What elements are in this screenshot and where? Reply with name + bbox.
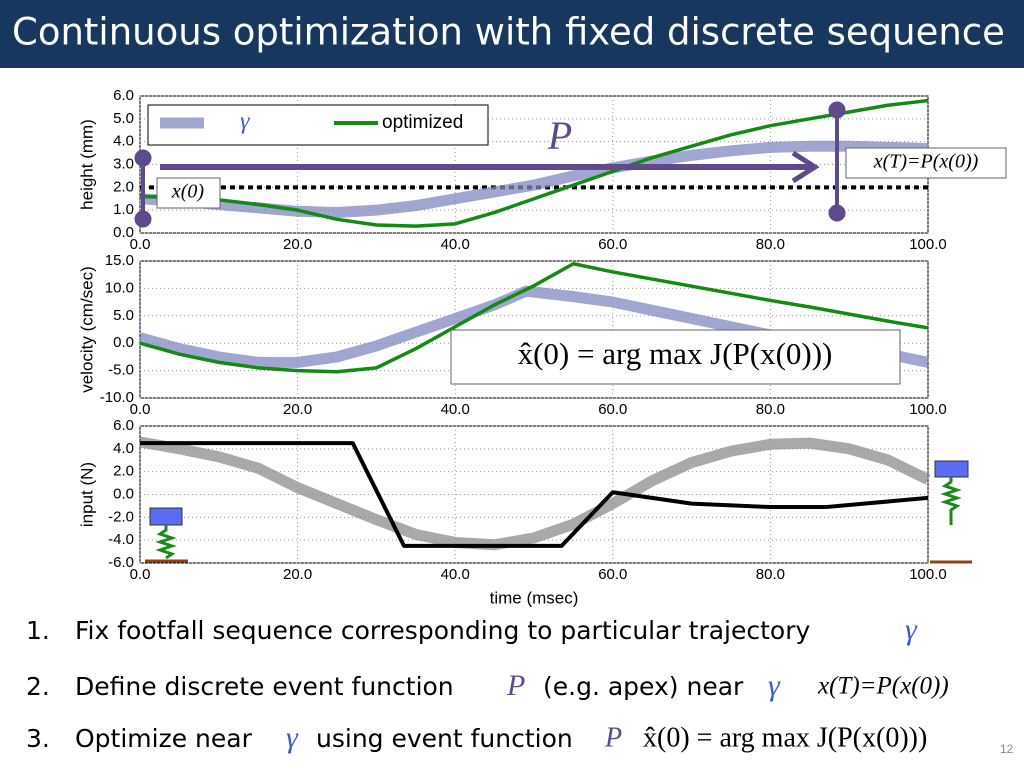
item-text: Fix footfall sequence corresponding to p… xyxy=(75,616,811,645)
legend xyxy=(147,104,489,146)
y-tick-label: 2.0 xyxy=(113,178,134,195)
item-symbol: P xyxy=(506,669,525,702)
y-tick-label: -6.0 xyxy=(108,554,134,571)
y-tick-label: -2.0 xyxy=(108,508,134,525)
y-tick-label: 10.0 xyxy=(105,279,134,296)
legend-label: γ xyxy=(240,109,250,135)
x-tick-label: 20.0 xyxy=(283,401,312,418)
y-tick-label: 0.0 xyxy=(113,224,134,241)
arrow-head xyxy=(791,150,820,184)
y-tick-label: 5.0 xyxy=(113,307,134,324)
y-axis-label: height (mm) xyxy=(77,119,96,210)
annotation-xt: x(T)=P(x(0)) xyxy=(873,151,979,173)
x-tick-label: 60.0 xyxy=(598,566,627,583)
spring-icon xyxy=(930,460,972,564)
series-line xyxy=(139,261,929,374)
x-tick-label: 60.0 xyxy=(598,401,627,418)
y-tick-label: 5.0 xyxy=(113,110,134,127)
x-tick-label: 0.0 xyxy=(130,401,151,418)
title-bar xyxy=(0,0,1024,68)
annotation-box xyxy=(156,177,221,209)
item-number: 2. xyxy=(26,672,50,701)
y-tick-label: 0.0 xyxy=(113,485,134,502)
item-text: using event function xyxy=(316,724,573,753)
slide-title: Continuous optimization with fixed discr… xyxy=(12,11,1005,54)
x-tick-label: 60.0 xyxy=(598,236,627,253)
series-line xyxy=(139,436,931,551)
item-formula: x(T)=P(x(0)) xyxy=(817,673,949,700)
y-tick-label: 6.0 xyxy=(113,417,134,434)
x-tick-label: 100.0 xyxy=(909,401,947,418)
y-axis-label: input (N) xyxy=(77,462,96,527)
y-tick-label: 2.0 xyxy=(113,463,134,480)
x-tick-label: 100.0 xyxy=(909,566,947,583)
x-tick-label: 40.0 xyxy=(441,236,470,253)
formula: x̂(0) = arg max J(P(x(0))) xyxy=(518,336,833,371)
formula-box xyxy=(450,329,901,385)
series-line xyxy=(139,140,929,218)
y-tick-label: -5.0 xyxy=(108,362,134,379)
item-symbol: γ xyxy=(286,721,299,754)
item-formula: x̂(0) = arg max J(P(x(0))) xyxy=(643,722,927,753)
y-tick-label: 15.0 xyxy=(105,252,134,269)
dot xyxy=(134,210,152,228)
spring-icon xyxy=(145,507,188,563)
x-tick-label: 80.0 xyxy=(756,566,785,583)
x-tick-label: 40.0 xyxy=(441,566,470,583)
annotation-x0: x(0) xyxy=(171,181,205,203)
y-tick-label: 4.0 xyxy=(113,133,134,150)
annotation-box xyxy=(845,147,1007,179)
annotation-graphics xyxy=(134,101,846,228)
series-line xyxy=(140,441,929,548)
dot xyxy=(828,101,846,119)
x-axis-label: time (msec) xyxy=(490,588,579,607)
x-tick-label: 20.0 xyxy=(283,236,312,253)
y-tick-label: 0.0 xyxy=(113,334,134,351)
dot xyxy=(134,149,152,167)
page-number: 12 xyxy=(1000,742,1014,756)
series-line xyxy=(139,98,929,228)
annotation-p: P xyxy=(547,113,572,158)
x-tick-label: 40.0 xyxy=(441,401,470,418)
y-axis-label: velocity (cm/sec) xyxy=(77,266,96,393)
y-tick-label: -10.0 xyxy=(100,389,134,406)
item-symbol: γ xyxy=(768,669,781,702)
x-tick-label: 20.0 xyxy=(283,566,312,583)
item-symbol: P xyxy=(604,722,622,753)
item-text: Define discrete event function xyxy=(75,672,454,701)
item-number: 1. xyxy=(26,616,50,645)
y-tick-label: 3.0 xyxy=(113,155,134,172)
y-tick-label: 4.0 xyxy=(113,440,134,457)
x-tick-label: 100.0 xyxy=(909,236,947,253)
x-tick-label: 0.0 xyxy=(130,566,151,583)
item-number: 3. xyxy=(26,724,50,753)
x-tick-label: 0.0 xyxy=(130,236,151,253)
legend-label: optimized xyxy=(382,112,463,133)
x-tick-label: 80.0 xyxy=(756,401,785,418)
item-text: (e.g. apex) near xyxy=(543,672,744,701)
y-tick-label: 6.0 xyxy=(113,87,134,104)
item-text: Optimize near xyxy=(75,724,253,753)
dot xyxy=(828,204,846,222)
item-symbol: γ xyxy=(905,613,918,646)
x-tick-label: 80.0 xyxy=(756,236,785,253)
y-tick-label: -4.0 xyxy=(108,531,134,548)
y-tick-label: 1.0 xyxy=(113,201,134,218)
